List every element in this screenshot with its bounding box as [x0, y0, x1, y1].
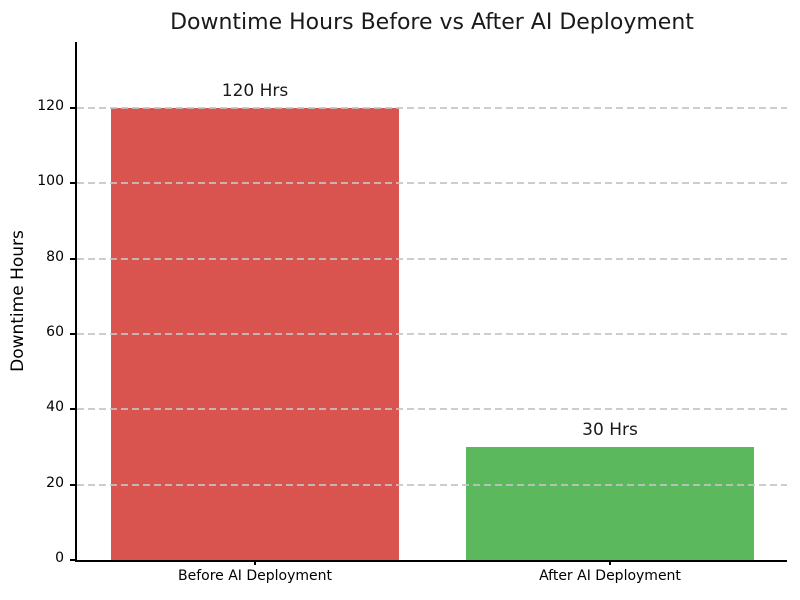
- y-tick-mark-0: [70, 559, 75, 561]
- y-axis-spine: [75, 42, 77, 562]
- bar-1-after-ai-deployment: [466, 447, 754, 560]
- y-tick-mark-120: [70, 106, 75, 109]
- x-tick-mark-1: [609, 560, 611, 565]
- x-axis-spine: [75, 560, 787, 562]
- x-tick-label-0: Before AI Deployment: [177, 568, 332, 584]
- y-tick-mark-100: [70, 182, 75, 185]
- bar-value-label-1: 30 Hrs: [582, 420, 638, 440]
- y-tick-label-80: 80: [46, 248, 64, 265]
- y-tick-label-100: 100: [37, 173, 64, 190]
- y-tick-label-20: 20: [46, 474, 64, 491]
- y-tick-label-60: 60: [46, 323, 64, 340]
- x-tick-label-1: After AI Deployment: [539, 568, 681, 584]
- gridline-100: [77, 182, 787, 185]
- x-tick-mark-0: [254, 560, 256, 565]
- y-tick-mark-20: [70, 483, 75, 486]
- y-tick-mark-60: [70, 332, 75, 335]
- gridline-20: [77, 483, 787, 486]
- gridline-120: [77, 106, 787, 109]
- bar-value-label-0: 120 Hrs: [221, 81, 289, 101]
- chart-title: Downtime Hours Before vs After AI Deploy…: [170, 10, 694, 35]
- y-tick-mark-40: [70, 408, 75, 411]
- y-tick-label-40: 40: [46, 399, 64, 416]
- gridline-40: [77, 408, 787, 411]
- gridline-60: [77, 332, 787, 335]
- y-tick-mark-80: [70, 257, 75, 260]
- y-tick-label-0: 0: [55, 550, 64, 566]
- y-tick-label-120: 120: [37, 97, 64, 114]
- gridline-80: [77, 257, 787, 260]
